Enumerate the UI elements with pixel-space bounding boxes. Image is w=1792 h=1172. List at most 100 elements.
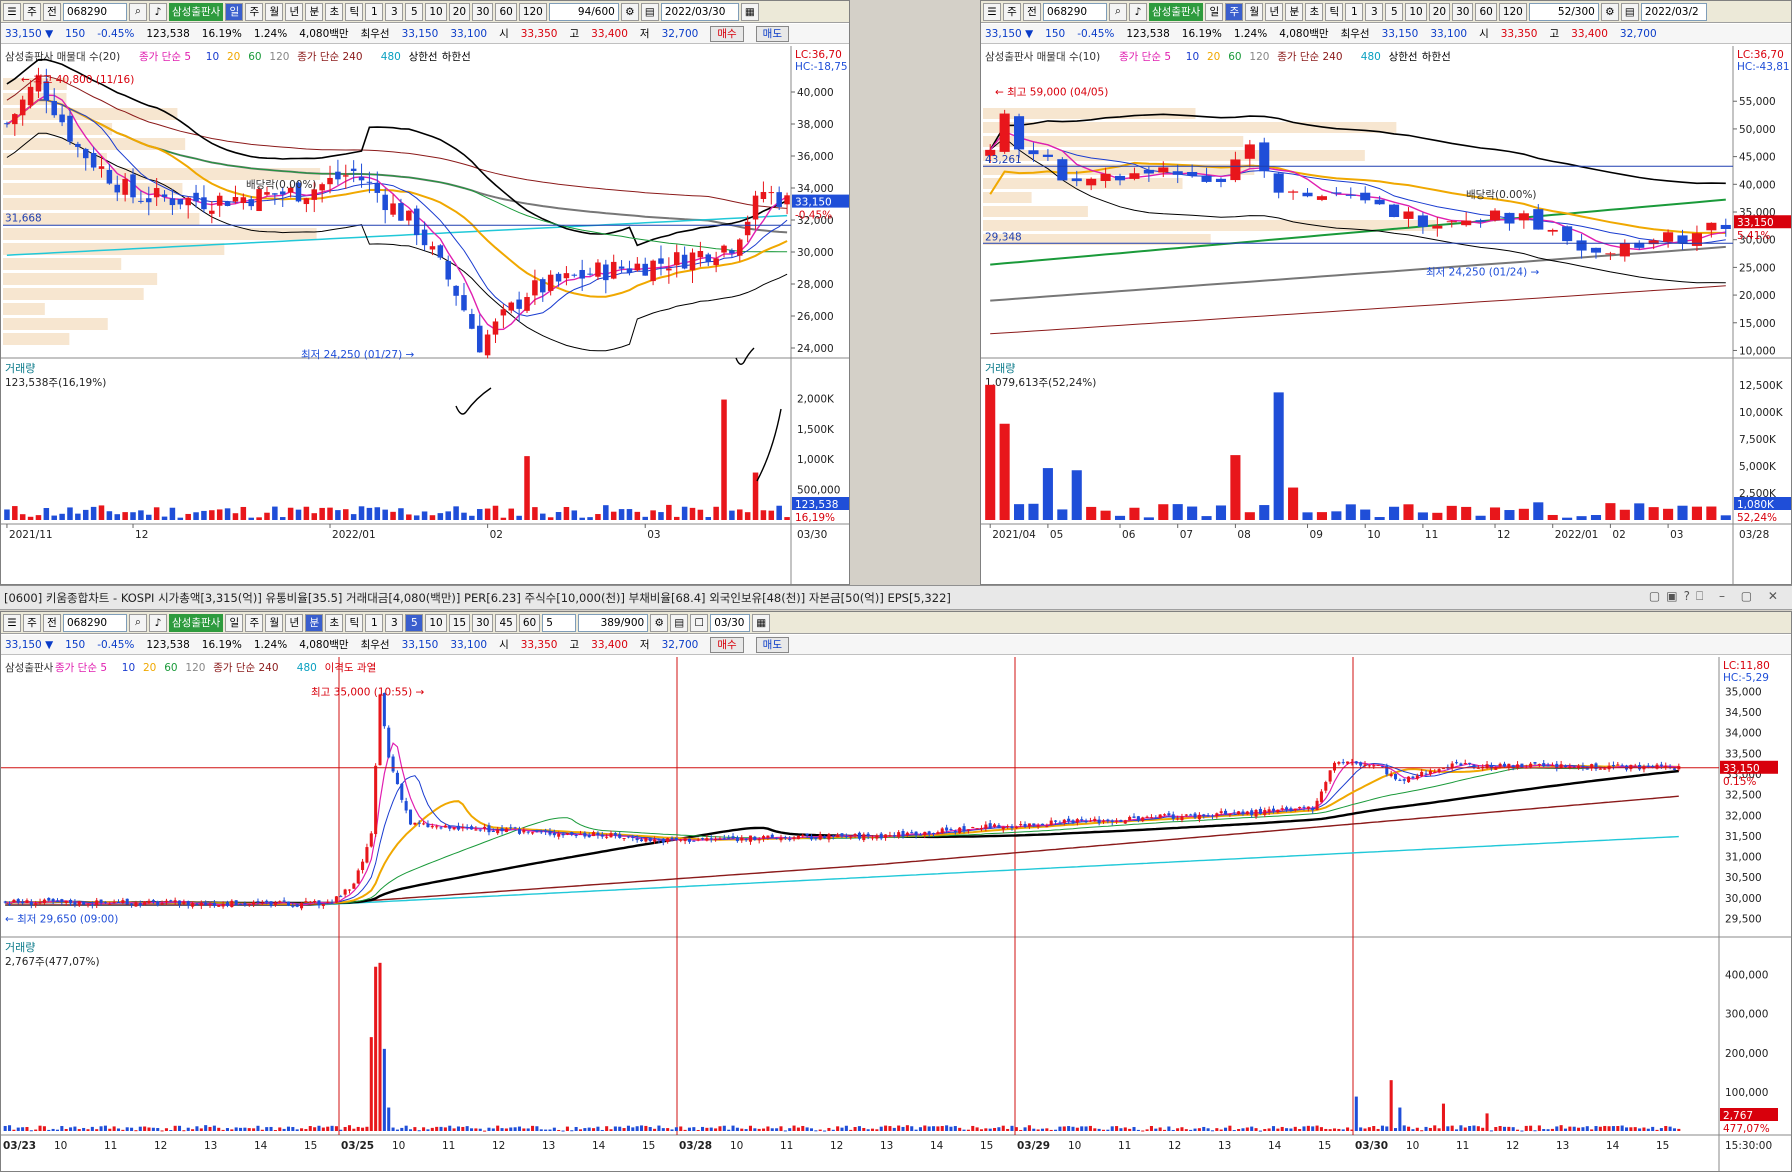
- period-day-tab[interactable]: 일: [225, 613, 244, 632]
- num-60-button[interactable]: 60: [495, 2, 517, 21]
- current-price: 33,150 ▼: [985, 27, 1034, 40]
- panel-menu-button[interactable]: ☰: [983, 2, 1001, 21]
- period-tick-tab[interactable]: 틱: [1325, 2, 1344, 21]
- market-select[interactable]: 주: [1003, 2, 1021, 21]
- period-day-tab[interactable]: 일: [225, 2, 244, 21]
- min-15-button[interactable]: 15: [448, 613, 471, 632]
- stock-code-input[interactable]: 068290: [1043, 2, 1107, 21]
- calendar-icon[interactable]: ▦: [752, 613, 771, 632]
- volume-bar: [1346, 1127, 1350, 1131]
- period-day-tab[interactable]: 일: [1205, 2, 1224, 21]
- min-1-button[interactable]: 1: [365, 613, 384, 632]
- period-second-tab[interactable]: 초: [325, 613, 344, 632]
- num-10-button[interactable]: 10: [1405, 2, 1427, 21]
- candle-body: [1306, 806, 1310, 809]
- sound-icon[interactable]: ♪: [1129, 2, 1147, 21]
- sound-icon[interactable]: ♪: [149, 2, 167, 21]
- period-month-tab[interactable]: 월: [265, 2, 284, 21]
- num-3-button[interactable]: 3: [1365, 2, 1384, 21]
- sell-button[interactable]: 매도: [755, 25, 789, 42]
- scope-select[interactable]: 전: [43, 2, 61, 21]
- panel-menu-button[interactable]: ☰: [3, 2, 21, 21]
- buy-button[interactable]: 매수: [710, 25, 744, 42]
- scope-select[interactable]: 전: [43, 613, 61, 632]
- period-second-tab[interactable]: 초: [1305, 2, 1324, 21]
- period-year-tab[interactable]: 년: [1265, 2, 1284, 21]
- stock-code-input[interactable]: 068290: [63, 613, 127, 632]
- num-30-button[interactable]: 30: [1452, 2, 1474, 21]
- period-month-tab[interactable]: 월: [265, 613, 284, 632]
- checkbox[interactable]: ☐: [690, 613, 709, 632]
- print-icon[interactable]: ▤: [640, 2, 659, 21]
- period-tick-tab[interactable]: 틱: [345, 2, 364, 21]
- scope-select[interactable]: 전: [1023, 2, 1041, 21]
- buy-button[interactable]: 매수: [710, 636, 744, 653]
- chart-settings-icon[interactable]: ⚙: [650, 613, 669, 632]
- period-second-tab[interactable]: 초: [325, 2, 344, 21]
- sell-button[interactable]: 매도: [755, 636, 789, 653]
- candle-body: [1101, 820, 1106, 822]
- chart-settings-icon[interactable]: ⚙: [1600, 2, 1619, 21]
- candle-body: [1563, 765, 1568, 768]
- period-week-tab[interactable]: 주: [245, 2, 264, 21]
- date-field[interactable]: 2022/03/2: [1640, 2, 1707, 21]
- period-minute-tab[interactable]: 분: [1285, 2, 1304, 21]
- stock-code-input[interactable]: 068290: [63, 2, 127, 21]
- num-30-button[interactable]: 30: [472, 2, 494, 21]
- date-field[interactable]: 03/30: [710, 613, 751, 632]
- daily-chart-svg[interactable]: 40,000 38,000 36,000 34,000 32,000 30,000 28,0…: [1, 46, 849, 584]
- window-controls[interactable]: ▢▣?⎕ – ▢ ✕: [1648, 589, 1784, 603]
- period-week-tab[interactable]: 주: [245, 613, 264, 632]
- panel-menu-button[interactable]: ☰: [3, 613, 21, 632]
- num-10-button[interactable]: 10: [425, 2, 447, 21]
- date-field[interactable]: 2022/03/30: [660, 2, 739, 21]
- min-10-button[interactable]: 10: [425, 613, 447, 632]
- market-select[interactable]: 주: [23, 2, 41, 21]
- bar-count-field[interactable]: 389/900: [578, 613, 649, 632]
- num-3-button[interactable]: 3: [385, 2, 404, 21]
- period-week-tab[interactable]: 주: [1225, 2, 1244, 21]
- num-60-button[interactable]: 60: [1475, 2, 1497, 21]
- num-20-button[interactable]: 20: [448, 2, 471, 21]
- candle-body: [1219, 811, 1223, 813]
- period-year-tab[interactable]: 년: [285, 2, 304, 21]
- candle-body: [1232, 812, 1236, 814]
- print-icon[interactable]: ▤: [670, 613, 689, 632]
- minute-chart-svg[interactable]: 35,00034,50034,00033,50033,00032,50032,0…: [1, 657, 1791, 1171]
- market-select[interactable]: 주: [23, 613, 41, 632]
- num-120-button[interactable]: 120: [1498, 2, 1527, 21]
- search-icon[interactable]: ⌕: [129, 613, 147, 632]
- period-month-tab[interactable]: 월: [1245, 2, 1264, 21]
- min-5-button[interactable]: 5: [405, 613, 424, 632]
- min-3-button[interactable]: 3: [385, 613, 404, 632]
- candle-body: [792, 837, 796, 839]
- min-60-button[interactable]: 60: [518, 613, 541, 632]
- calendar-icon[interactable]: ▦: [740, 2, 759, 21]
- num-1-button[interactable]: 1: [1345, 2, 1364, 21]
- num-5-button[interactable]: 5: [1385, 2, 1404, 21]
- num-120-button[interactable]: 120: [518, 2, 547, 21]
- num-5-button[interactable]: 5: [405, 2, 424, 21]
- candle-body: [1332, 762, 1337, 771]
- num-1-button[interactable]: 1: [365, 2, 384, 21]
- period-minute-tab[interactable]: 분: [305, 613, 324, 632]
- candle-body: [204, 902, 208, 905]
- search-icon[interactable]: ⌕: [129, 2, 147, 21]
- bar-count-field[interactable]: 52/300: [1528, 2, 1599, 21]
- interval-field[interactable]: 5: [542, 613, 577, 632]
- min-30-button[interactable]: 30: [472, 613, 494, 632]
- period-minute-tab[interactable]: 분: [305, 2, 324, 21]
- print-icon[interactable]: ▤: [1620, 2, 1639, 21]
- period-tick-tab[interactable]: 틱: [345, 613, 364, 632]
- weekly-chart-svg[interactable]: 55,00050,00045,00040,00035,00030,00025,0…: [981, 46, 1791, 584]
- sound-icon[interactable]: ♪: [149, 613, 167, 632]
- num-20-button[interactable]: 20: [1428, 2, 1451, 21]
- chart-settings-icon[interactable]: ⚙: [620, 2, 639, 21]
- bar-count-field[interactable]: 94/600: [548, 2, 619, 21]
- candle-body: [313, 900, 317, 903]
- period-year-tab[interactable]: 년: [285, 613, 304, 632]
- volume-bar: [1638, 1128, 1642, 1131]
- candle-body: [182, 901, 186, 904]
- search-icon[interactable]: ⌕: [1109, 2, 1127, 21]
- min-45-button[interactable]: 45: [495, 613, 517, 632]
